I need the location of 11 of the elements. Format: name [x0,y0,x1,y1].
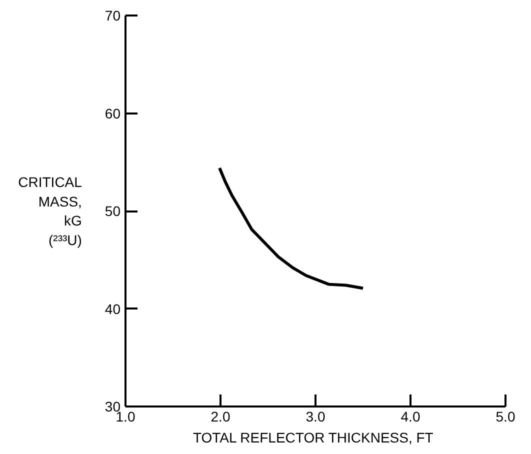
y-tick-label: 40 [104,300,121,317]
y-axis-title: CRITICAL MASS, kG (²³³U) [18,174,82,248]
x-tick-label: 2.0 [210,408,230,424]
line-series [218,166,364,290]
x-tick-label: 5.0 [496,408,516,424]
x-tick-label: 3.0 [306,408,326,424]
x-axis-title: TOTAL REFLECTOR THICKNESS, FT [192,430,434,446]
y-tick-label: 60 [104,105,121,122]
y-tick-label: 50 [104,203,121,219]
y-tick-label: 70 [104,8,121,24]
x-tick-label: 4.0 [400,408,420,424]
